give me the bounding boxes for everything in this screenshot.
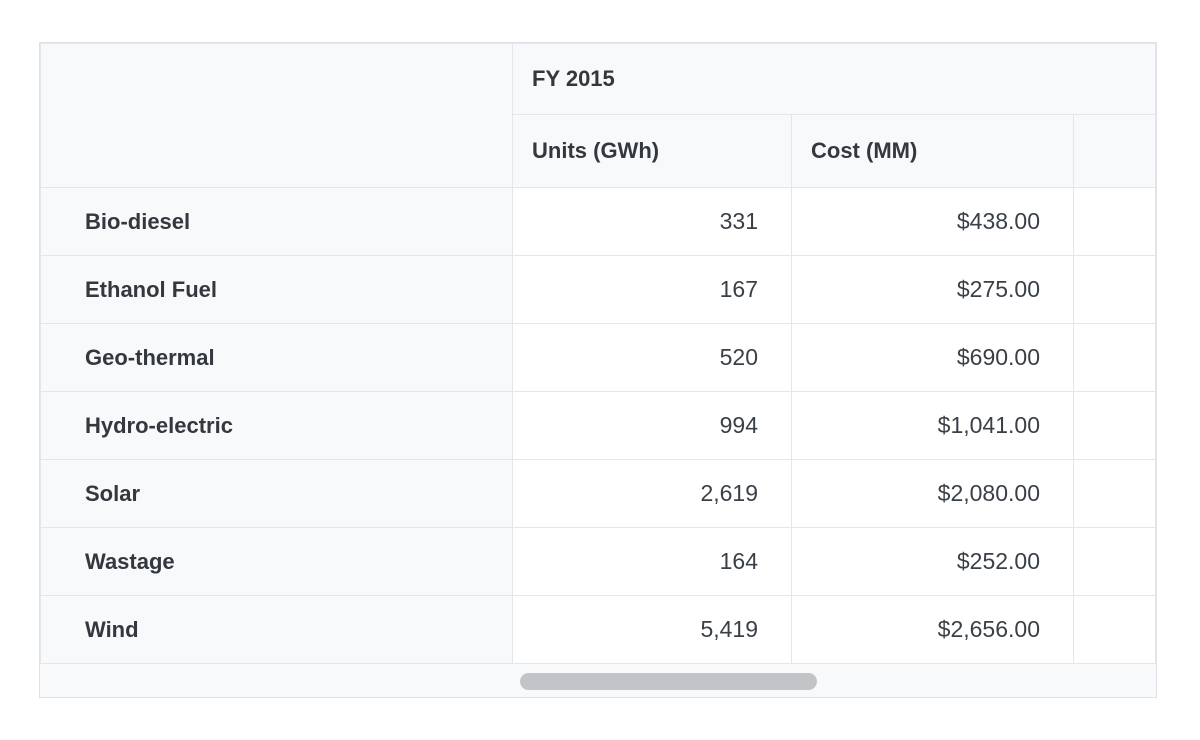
corner-header-cell — [40, 43, 513, 188]
units-cell: 994 — [512, 391, 792, 460]
column-header-cost: Cost (MM) — [791, 114, 1074, 188]
extra-cell — [1073, 323, 1156, 392]
extra-cell — [1073, 255, 1156, 324]
cost-cell: $275.00 — [791, 255, 1074, 324]
energy-sources-table: FY 2015 Units (GWh) Cost (MM) Bio-diesel… — [40, 43, 1156, 664]
horizontal-scrollbar-track[interactable] — [40, 663, 1156, 697]
extra-cell — [1073, 187, 1156, 256]
units-cell: 331 — [512, 187, 792, 256]
row-label-cell: Bio-diesel — [40, 187, 513, 256]
units-cell: 5,419 — [512, 595, 792, 664]
cost-cell: $438.00 — [791, 187, 1074, 256]
row-label-cell: Solar — [40, 459, 513, 528]
data-table-container: FY 2015 Units (GWh) Cost (MM) Bio-diesel… — [39, 42, 1157, 698]
header-columns-row: Units (GWh) Cost (MM) — [41, 114, 1156, 188]
table-row: Hydro-electric 994 $1,041.00 — [40, 391, 1156, 460]
table-row: Geo-thermal 520 $690.00 — [40, 323, 1156, 392]
table-row: Wind 5,419 $2,656.00 — [40, 595, 1156, 664]
header-group-row: FY 2015 — [40, 43, 1156, 188]
column-header-extra — [1073, 114, 1156, 188]
extra-cell — [1073, 595, 1156, 664]
column-header-units: Units (GWh) — [512, 114, 792, 188]
extra-cell — [1073, 459, 1156, 528]
row-label-cell: Ethanol Fuel — [40, 255, 513, 324]
cost-cell: $252.00 — [791, 527, 1074, 596]
table-row: Solar 2,619 $2,080.00 — [40, 459, 1156, 528]
row-label-cell: Wastage — [40, 527, 513, 596]
fiscal-year-header: FY 2015 — [512, 43, 1156, 115]
row-label-cell: Geo-thermal — [40, 323, 513, 392]
extra-cell — [1073, 527, 1156, 596]
row-label-cell: Wind — [40, 595, 513, 664]
units-cell: 164 — [512, 527, 792, 596]
units-cell: 2,619 — [512, 459, 792, 528]
cost-cell: $2,080.00 — [791, 459, 1074, 528]
cost-cell: $2,656.00 — [791, 595, 1074, 664]
table-row: Bio-diesel 331 $438.00 — [40, 187, 1156, 256]
cost-cell: $690.00 — [791, 323, 1074, 392]
horizontal-scrollbar-thumb[interactable] — [520, 673, 817, 690]
units-cell: 520 — [512, 323, 792, 392]
extra-cell — [1073, 391, 1156, 460]
table-row: Wastage 164 $252.00 — [40, 527, 1156, 596]
table-row: Ethanol Fuel 167 $275.00 — [40, 255, 1156, 324]
units-cell: 167 — [512, 255, 792, 324]
row-label-cell: Hydro-electric — [40, 391, 513, 460]
cost-cell: $1,041.00 — [791, 391, 1074, 460]
